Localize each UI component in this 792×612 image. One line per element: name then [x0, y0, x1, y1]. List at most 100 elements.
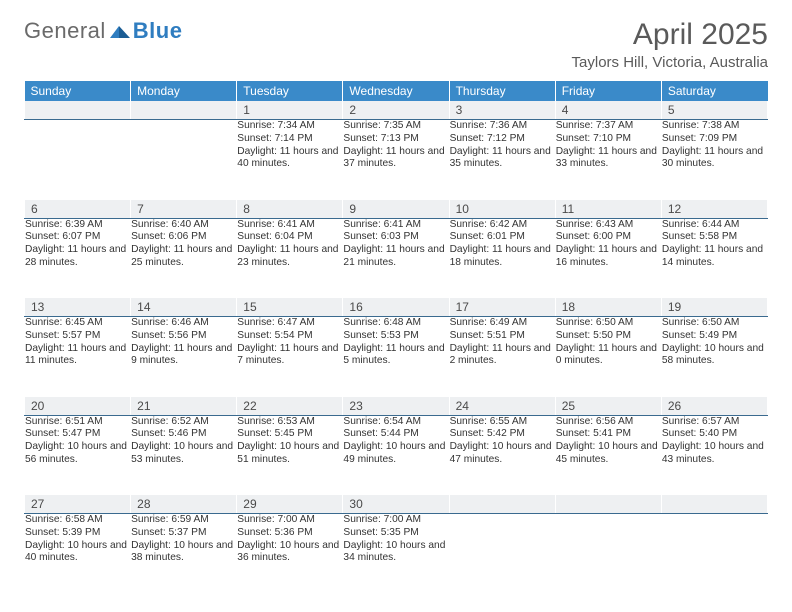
weekday-header-row: Sunday Monday Tuesday Wednesday Thursday… — [25, 81, 768, 101]
day-number-cell: 17 — [449, 298, 555, 317]
daylight-line: Daylight: 11 hours and 18 minutes. — [450, 244, 555, 270]
sunset-line: Sunset: 5:49 PM — [662, 330, 767, 343]
sunset-line: Sunset: 6:07 PM — [25, 231, 130, 244]
day-number: 23 — [343, 397, 448, 415]
daylight-line: Daylight: 10 hours and 40 minutes. — [25, 540, 130, 566]
sunset-line: Sunset: 5:57 PM — [25, 330, 130, 343]
sunrise-line: Sunrise: 6:41 AM — [237, 219, 342, 232]
sunset-line: Sunset: 7:10 PM — [556, 133, 661, 146]
sunset-line: Sunset: 5:35 PM — [343, 527, 448, 540]
day-detail-cell — [25, 120, 131, 200]
day-detail-cell — [131, 120, 237, 200]
day-detail-cell: Sunrise: 6:45 AMSunset: 5:57 PMDaylight:… — [25, 317, 131, 397]
daylight-line: Daylight: 11 hours and 9 minutes. — [131, 343, 236, 369]
daylight-line: Daylight: 11 hours and 40 minutes. — [237, 146, 342, 172]
sunrise-line: Sunrise: 7:00 AM — [343, 514, 448, 527]
day-detail-cell: Sunrise: 6:56 AMSunset: 5:41 PMDaylight:… — [555, 415, 661, 495]
day-number: 26 — [662, 397, 767, 415]
weekday-header: Tuesday — [237, 81, 343, 101]
sunset-line: Sunset: 5:41 PM — [556, 428, 661, 441]
sunrise-line: Sunrise: 6:50 AM — [556, 317, 661, 330]
daylight-line: Daylight: 11 hours and 14 minutes. — [662, 244, 767, 270]
sunrise-line: Sunrise: 6:56 AM — [556, 416, 661, 429]
day-number-cell: 13 — [25, 298, 131, 317]
day-number-cell: 20 — [25, 397, 131, 416]
day-number-cell: 8 — [237, 200, 343, 219]
day-number: 2 — [343, 101, 448, 119]
sunset-line: Sunset: 5:46 PM — [131, 428, 236, 441]
sunrise-line: Sunrise: 6:42 AM — [450, 219, 555, 232]
sunset-line: Sunset: 5:45 PM — [237, 428, 342, 441]
daylight-line: Daylight: 10 hours and 38 minutes. — [131, 540, 236, 566]
sunrise-line: Sunrise: 6:50 AM — [662, 317, 767, 330]
day-detail-cell: Sunrise: 6:46 AMSunset: 5:56 PMDaylight:… — [131, 317, 237, 397]
sunset-line: Sunset: 5:40 PM — [662, 428, 767, 441]
weekday-header: Sunday — [25, 81, 131, 101]
day-detail-cell: Sunrise: 7:36 AMSunset: 7:12 PMDaylight:… — [449, 120, 555, 200]
day-number-cell: 9 — [343, 200, 449, 219]
day-number: 14 — [131, 298, 236, 316]
daylight-line: Daylight: 10 hours and 45 minutes. — [556, 441, 661, 467]
day-detail-cell: Sunrise: 6:54 AMSunset: 5:44 PMDaylight:… — [343, 415, 449, 495]
day-number-cell: 7 — [131, 200, 237, 219]
page-subtitle: Taylors Hill, Victoria, Australia — [24, 54, 768, 71]
day-number-cell: 25 — [555, 397, 661, 416]
daylight-line: Daylight: 10 hours and 56 minutes. — [25, 441, 130, 467]
sunrise-line: Sunrise: 6:48 AM — [343, 317, 448, 330]
day-detail-cell — [661, 514, 767, 594]
brand-text-blue: Blue — [133, 18, 183, 44]
day-number-cell: 27 — [25, 495, 131, 514]
day-number-row: 6789101112 — [25, 200, 768, 219]
day-detail-cell: Sunrise: 6:41 AMSunset: 6:03 PMDaylight:… — [343, 218, 449, 298]
day-number-cell: 26 — [661, 397, 767, 416]
daylight-line: Daylight: 10 hours and 36 minutes. — [237, 540, 342, 566]
daylight-line: Daylight: 10 hours and 53 minutes. — [131, 441, 236, 467]
day-detail-cell: Sunrise: 6:40 AMSunset: 6:06 PMDaylight:… — [131, 218, 237, 298]
sunset-line: Sunset: 6:01 PM — [450, 231, 555, 244]
daylight-line: Daylight: 11 hours and 25 minutes. — [131, 244, 236, 270]
day-detail-cell: Sunrise: 7:38 AMSunset: 7:09 PMDaylight:… — [661, 120, 767, 200]
sunrise-line: Sunrise: 6:46 AM — [131, 317, 236, 330]
day-detail-cell: Sunrise: 6:39 AMSunset: 6:07 PMDaylight:… — [25, 218, 131, 298]
weekday-header: Thursday — [449, 81, 555, 101]
day-number: 11 — [556, 200, 661, 218]
day-detail-cell: Sunrise: 7:34 AMSunset: 7:14 PMDaylight:… — [237, 120, 343, 200]
sunset-line: Sunset: 6:06 PM — [131, 231, 236, 244]
day-detail-cell: Sunrise: 6:49 AMSunset: 5:51 PMDaylight:… — [449, 317, 555, 397]
day-number-cell: 22 — [237, 397, 343, 416]
day-detail-cell: Sunrise: 6:47 AMSunset: 5:54 PMDaylight:… — [237, 317, 343, 397]
day-number: 17 — [450, 298, 555, 316]
sunset-line: Sunset: 5:56 PM — [131, 330, 236, 343]
daylight-line: Daylight: 11 hours and 16 minutes. — [556, 244, 661, 270]
day-number-row: 20212223242526 — [25, 397, 768, 416]
day-detail-cell: Sunrise: 7:35 AMSunset: 7:13 PMDaylight:… — [343, 120, 449, 200]
sunset-line: Sunset: 6:03 PM — [343, 231, 448, 244]
day-number: 5 — [662, 101, 767, 119]
day-detail-cell: Sunrise: 6:44 AMSunset: 5:58 PMDaylight:… — [661, 218, 767, 298]
day-number: 7 — [131, 200, 236, 218]
sunrise-line: Sunrise: 6:43 AM — [556, 219, 661, 232]
day-number-cell — [131, 101, 237, 120]
day-number: 3 — [450, 101, 555, 119]
day-number-cell: 15 — [237, 298, 343, 317]
sunrise-line: Sunrise: 6:58 AM — [25, 514, 130, 527]
day-number-cell: 2 — [343, 101, 449, 120]
calendar-table: Sunday Monday Tuesday Wednesday Thursday… — [24, 81, 768, 594]
day-number-cell — [25, 101, 131, 120]
daylight-line: Daylight: 11 hours and 7 minutes. — [237, 343, 342, 369]
day-number-cell: 14 — [131, 298, 237, 317]
day-number-cell: 18 — [555, 298, 661, 317]
daylight-line: Daylight: 11 hours and 23 minutes. — [237, 244, 342, 270]
weekday-header: Monday — [131, 81, 237, 101]
day-number: 28 — [131, 495, 236, 513]
day-detail-row: Sunrise: 6:39 AMSunset: 6:07 PMDaylight:… — [25, 218, 768, 298]
sunset-line: Sunset: 5:44 PM — [343, 428, 448, 441]
brand-mark-icon — [110, 24, 132, 43]
daylight-line: Daylight: 10 hours and 34 minutes. — [343, 540, 448, 566]
day-number: 27 — [25, 495, 130, 513]
sunset-line: Sunset: 5:50 PM — [556, 330, 661, 343]
day-detail-row: Sunrise: 6:58 AMSunset: 5:39 PMDaylight:… — [25, 514, 768, 594]
day-number: 29 — [237, 495, 342, 513]
sunrise-line: Sunrise: 6:45 AM — [25, 317, 130, 330]
sunrise-line: Sunrise: 7:38 AM — [662, 120, 767, 133]
